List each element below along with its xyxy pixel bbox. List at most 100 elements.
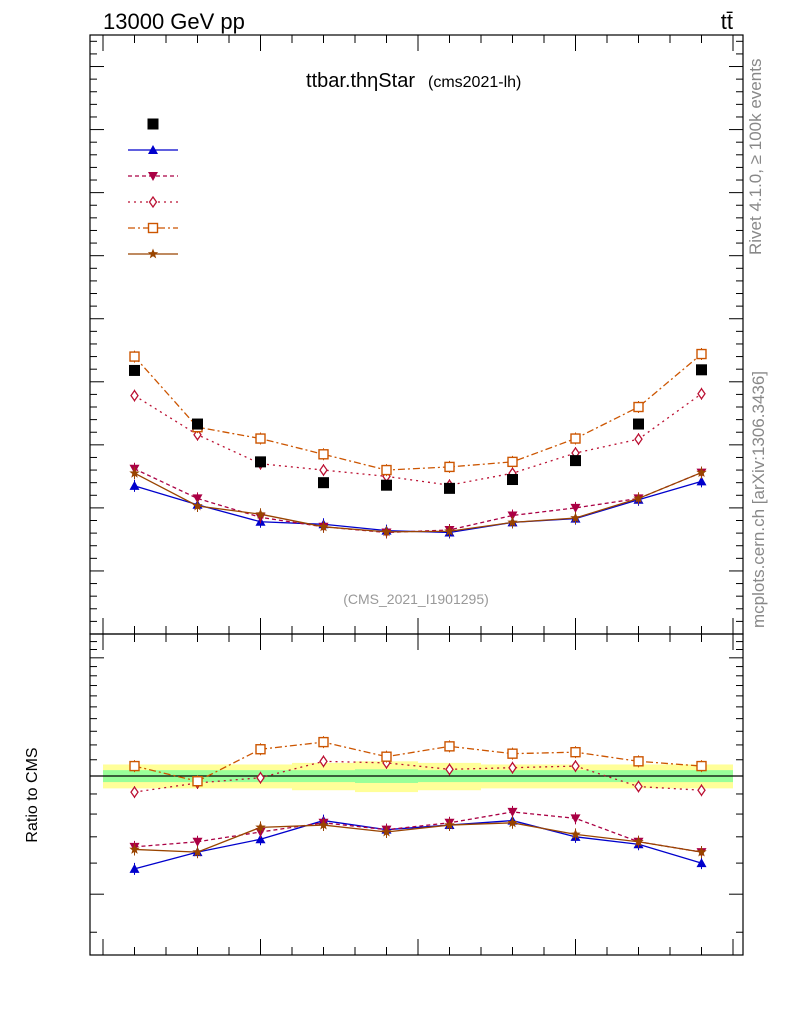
pythia-8-315-tune-au2m-point (318, 521, 329, 532)
legend-pythia-8-315-tune-au2lox-marker (148, 195, 158, 209)
pythia-8-315-tune-au2-point (507, 511, 518, 521)
pythia-8-315-tune-au2m-ratio-point (570, 828, 581, 839)
pythia-8-315-tune-au2loxx-ratio-point (318, 736, 329, 748)
pythia-8-315-tune-au2lox-point (634, 433, 643, 446)
legend-cms-marker (147, 118, 159, 130)
pythia-8-315-tune-au2lox-line (134, 393, 702, 486)
pythia-8-315-tune-au2loxx-ratio-line (134, 741, 702, 782)
pythia-8-315-tune-au2m-point (444, 525, 455, 536)
pythia-8-315-tune-au2loxx-ratio-point (696, 760, 707, 772)
pythia-8-315-default-point (129, 480, 140, 490)
pythia-8-315-tune-au2lox-point (319, 463, 328, 477)
cms-data-point (255, 456, 266, 468)
pythia-8-315-tune-au2lox-ratio-point (697, 784, 706, 797)
main-axes (89, 34, 744, 635)
pythia-8-315-tune-au2m-point (696, 467, 707, 477)
cms-data-point (381, 479, 392, 491)
pythia-8-315-tune-au2loxx-point (129, 351, 140, 362)
cms-data-point (633, 418, 644, 430)
pythia-8-315-tune-au2lox-ratio-point (634, 780, 643, 793)
pythia-8-315-tune-au2loxx-ratio-point (570, 746, 581, 758)
pythia-8-315-tune-au2m-point (570, 512, 581, 523)
cms-data-point (129, 364, 140, 376)
pythia-8-315-tune-au2m-ratio-line (134, 822, 702, 853)
pythia-8-315-tune-au2loxx-ratio-point (192, 776, 203, 787)
pythia-8-315-tune-au2loxx-ratio-point (633, 756, 644, 767)
pythia-8-315-tune-au2m-ratio-point (318, 819, 329, 830)
pythia-8-315-default-line (134, 480, 702, 534)
pythia-8-315-tune-au2loxx-point (318, 449, 329, 460)
analysis-watermark: (CMS_2021_I1901295) (343, 591, 489, 607)
cms-data-point (192, 418, 203, 430)
ratio-frame (89, 633, 744, 956)
pythia-8-315-tune-au2m-point (507, 516, 518, 527)
pythia-8-315-tune-au2loxx-point (507, 456, 518, 468)
pythia-8-315-tune-au2lox-point (697, 387, 706, 400)
pythia-8-315-tune-au2loxx-ratio-point (129, 760, 140, 772)
pythia-8-315-tune-au2-point (570, 503, 581, 513)
pythia-8-315-tune-au2loxx-line (134, 353, 702, 471)
pythia-8-315-tune-au2lox-ratio-point (445, 763, 454, 776)
pythia-8-315-tune-au2m-ratio-point (696, 846, 707, 857)
pythia-8-315-tune-au2m-ratio-point (381, 826, 392, 837)
pythia-8-315-tune-au2loxx-point (696, 348, 707, 360)
pythia-8-315-tune-au2m-line (134, 471, 702, 533)
chart-title: ttbar.thηStar (306, 70, 415, 92)
pythia-8-315-default-ratio-point (129, 863, 140, 873)
pythia-8-315-tune-au2m-ratio-point (129, 844, 140, 854)
legend (128, 118, 178, 259)
pythia-8-315-tune-au2m-ratio-point (507, 817, 518, 828)
pythia-8-315-tune-au2m-point (129, 467, 140, 478)
pythia-8-315-tune-au2-ratio-point (192, 837, 203, 847)
pythia-8-315-tune-au2lox-ratio-point (130, 785, 139, 799)
energy-label: 13000 GeV pp (103, 9, 245, 34)
pythia-8-315-tune-au2m-ratio-point (444, 819, 455, 830)
main-series-layer (129, 348, 707, 539)
legend-pythia-8-315-tune-au2-marker (148, 172, 158, 181)
pythia-8-315-tune-au2loxx-point (444, 461, 455, 473)
process-label: tt̄ (721, 9, 733, 34)
pythia-8-315-tune-au2loxx-point (381, 464, 392, 476)
legend-pythia-8-315-tune-au2loxx-marker (147, 222, 159, 234)
chart-subtitle: (cms2021-lh) (428, 74, 521, 91)
mcplots-reference-label: mcplots.cern.ch [arXiv:1306.3436] (749, 371, 768, 628)
pythia-8-315-tune-au2lox-point (130, 389, 139, 402)
pythia-8-315-default-point (696, 476, 707, 486)
pythia-8-315-tune-au2loxx-ratio-point (507, 748, 518, 759)
pythia-8-315-default-ratio-point (696, 858, 707, 868)
pythia-8-315-tune-au2loxx-point (255, 433, 266, 444)
legend-pythia-8-315-tune-au2m-marker (147, 248, 159, 259)
legend-pythia-8-315-default-marker (148, 145, 158, 154)
pythia-8-315-default-ratio-line (134, 819, 702, 870)
pythia-8-315-tune-au2loxx-ratio-point (444, 741, 455, 752)
cms-data-point (507, 474, 518, 486)
rivet-version-label: Rivet 4.1.0, ≥ 100k events (746, 59, 765, 255)
cms-data-point (444, 482, 455, 494)
pythia-8-315-tune-au2m-ratio-point (192, 846, 203, 857)
pythia-8-315-tune-au2lox-ratio-point (319, 755, 328, 768)
cms-data-point (570, 455, 581, 467)
pythia-8-315-tune-au2-line (134, 468, 702, 534)
main-frame (89, 34, 744, 635)
pythia-8-315-tune-au2loxx-ratio-point (255, 744, 266, 755)
pythia-8-315-tune-au2loxx-point (570, 433, 581, 444)
pythia-8-315-tune-au2m-point (255, 508, 266, 519)
pythia-8-315-tune-au2loxx-ratio-point (381, 751, 392, 762)
pythia-8-315-tune-au2lox-ratio-point (571, 759, 580, 773)
pythia-8-315-tune-au2m-ratio-point (255, 821, 266, 832)
cms-data-point (696, 364, 707, 376)
pythia-8-315-tune-au2loxx-point (633, 401, 644, 413)
pythia-8-315-tune-au2m-point (192, 500, 203, 511)
pythia-8-315-tune-au2-point (192, 494, 203, 504)
ratio-axes (89, 633, 744, 956)
ratio-series-layer (129, 736, 707, 875)
pythia-8-315-tune-au2m-point (633, 492, 644, 503)
pythia-8-315-tune-au2-ratio-line (134, 811, 702, 853)
pythia-8-315-tune-au2lox-ratio-point (508, 761, 517, 774)
pythia-8-315-tune-au2m-ratio-point (633, 836, 644, 847)
pythia-8-315-tune-au2-ratio-point (570, 814, 581, 824)
pythia-8-315-default-ratio-point (255, 834, 266, 844)
pythia-8-315-tune-au2m-point (381, 526, 392, 537)
ratio-ylabel: Ratio to CMS (24, 747, 41, 842)
